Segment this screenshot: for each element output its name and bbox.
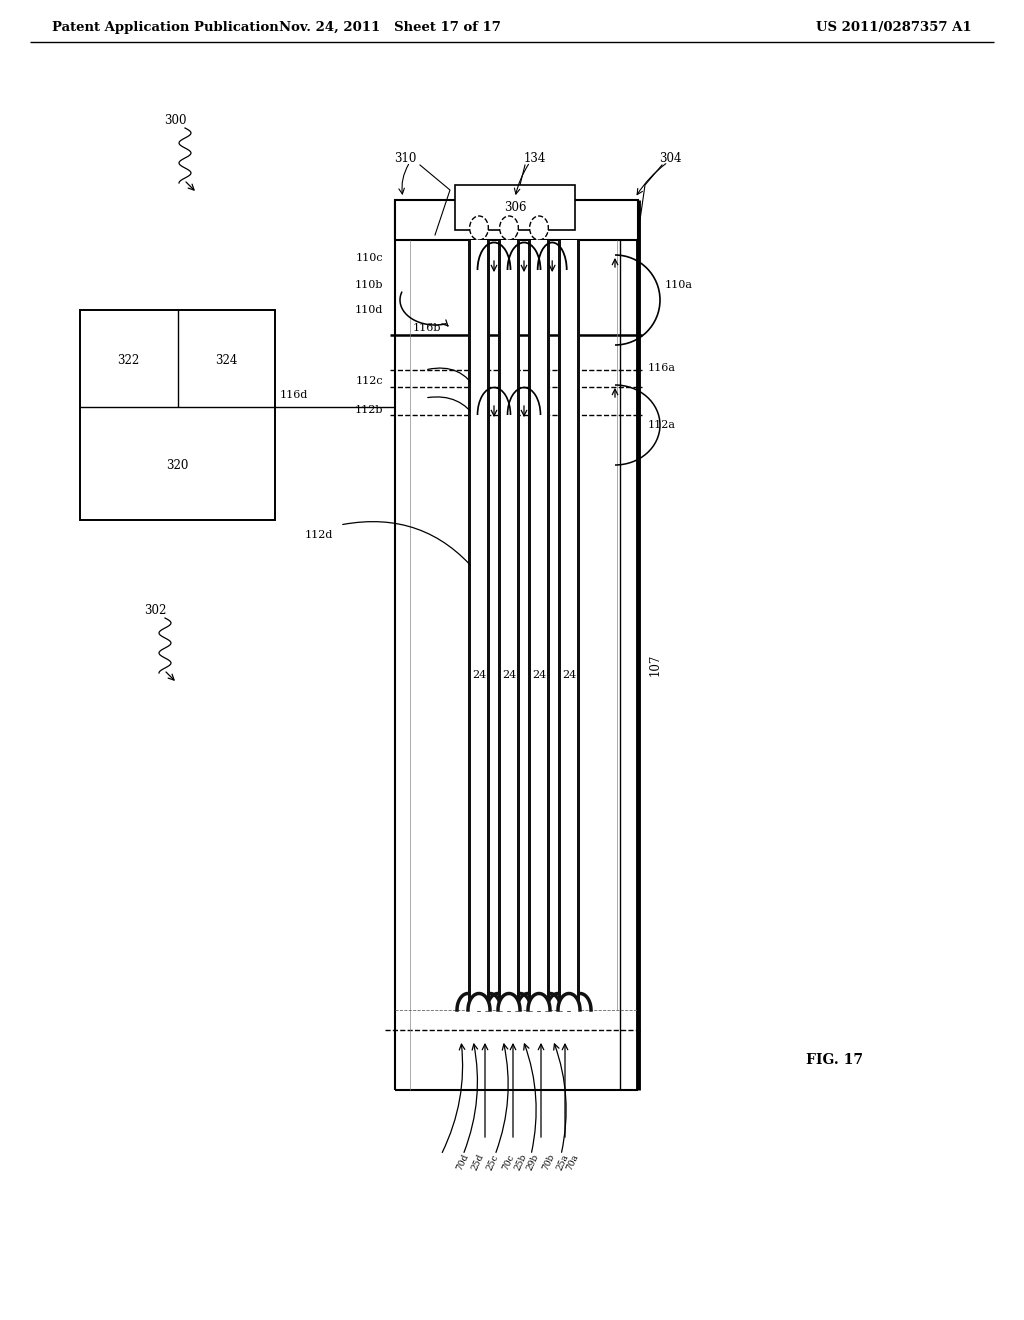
Text: 24: 24 — [562, 671, 577, 680]
Bar — [80, 310, 275, 520]
Text: US 2011/0287357 A1: US 2011/0287357 A1 — [816, 21, 972, 33]
Bar — [395, 201, 638, 240]
Text: 29b: 29b — [525, 1152, 541, 1172]
Text: 24: 24 — [531, 671, 546, 680]
Text: 110a: 110a — [665, 280, 693, 290]
Ellipse shape — [500, 216, 518, 240]
Text: 112b: 112b — [354, 405, 383, 414]
Text: 304: 304 — [658, 152, 681, 165]
Bar — [471, 240, 487, 1010]
Text: 70b: 70b — [541, 1152, 556, 1172]
Text: 302: 302 — [143, 603, 166, 616]
Text: 112a: 112a — [648, 420, 676, 430]
Bar — [561, 240, 577, 1010]
Text: 300: 300 — [164, 114, 186, 127]
Text: 25a: 25a — [555, 1152, 570, 1172]
Text: 306: 306 — [504, 201, 526, 214]
Bar — [531, 240, 547, 1010]
Text: 116a: 116a — [648, 363, 676, 374]
Text: 112c: 112c — [355, 376, 383, 385]
Text: Nov. 24, 2011   Sheet 17 of 17: Nov. 24, 2011 Sheet 17 of 17 — [280, 21, 501, 33]
Text: 110d: 110d — [354, 305, 383, 315]
Bar — [558, 240, 580, 1010]
Text: 110c: 110c — [355, 253, 383, 263]
Text: 320: 320 — [166, 459, 188, 471]
Text: 134: 134 — [524, 152, 546, 165]
Ellipse shape — [470, 216, 488, 240]
Text: 116d: 116d — [280, 389, 308, 400]
Text: 116b: 116b — [413, 323, 441, 333]
Text: 110b: 110b — [354, 280, 383, 290]
Text: 24: 24 — [472, 671, 486, 680]
Text: FIG. 17: FIG. 17 — [807, 1053, 863, 1067]
Text: 107: 107 — [648, 653, 662, 676]
Text: 24: 24 — [502, 671, 516, 680]
Ellipse shape — [529, 216, 548, 240]
Text: 70d: 70d — [455, 1152, 470, 1172]
Text: 25c: 25c — [485, 1152, 500, 1171]
Bar — [498, 240, 520, 1010]
Bar — [501, 240, 517, 1010]
Text: 310: 310 — [394, 152, 416, 165]
Text: 70a: 70a — [565, 1152, 581, 1172]
Text: 322: 322 — [118, 354, 140, 367]
Text: 112d: 112d — [305, 531, 334, 540]
Bar — [455, 185, 575, 230]
Text: Patent Application Publication: Patent Application Publication — [52, 21, 279, 33]
Text: 324: 324 — [215, 354, 238, 367]
Text: 70c: 70c — [501, 1152, 516, 1171]
Bar — [528, 240, 550, 1010]
Bar — [468, 240, 490, 1010]
Text: 25b: 25b — [513, 1152, 528, 1172]
Text: 25d: 25d — [470, 1152, 485, 1172]
